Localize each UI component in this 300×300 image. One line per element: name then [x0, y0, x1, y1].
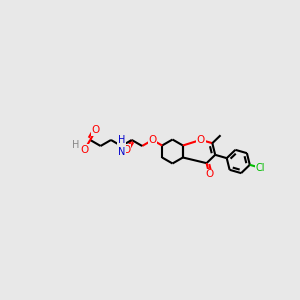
Text: H: H	[73, 140, 80, 150]
Text: O: O	[197, 135, 205, 145]
Text: H
N: H N	[118, 135, 125, 157]
Text: O: O	[148, 135, 157, 145]
Text: O: O	[122, 145, 130, 155]
Text: O: O	[205, 169, 213, 179]
Text: O: O	[80, 145, 88, 155]
Text: O: O	[92, 125, 100, 135]
Text: Cl: Cl	[256, 163, 266, 173]
